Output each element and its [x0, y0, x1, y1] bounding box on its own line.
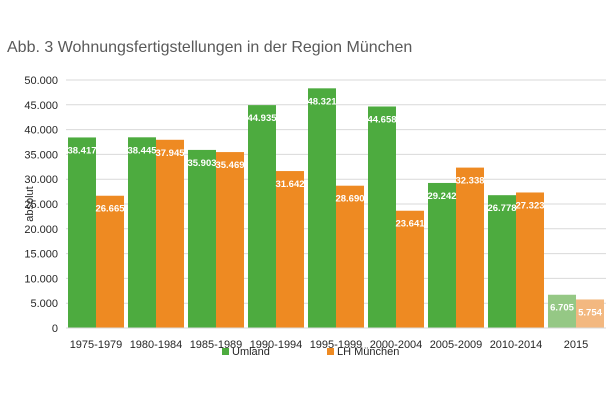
data-label: 29.242: [427, 191, 456, 202]
bar-umland: [368, 106, 396, 328]
data-label: 6.705: [550, 303, 574, 314]
data-label: 44.658: [367, 114, 396, 125]
y-tick-label: 0: [52, 323, 58, 335]
y-tick-label: 35.000: [24, 149, 58, 161]
data-label: 48.321: [307, 96, 337, 107]
data-label: 35.903: [187, 158, 216, 169]
y-tick-label: 25.000: [24, 199, 58, 211]
y-tick-label: 5.000: [30, 298, 58, 310]
bars: [68, 88, 604, 328]
x-tick-label: 2010-2014: [490, 339, 543, 351]
y-tick-label: 20.000: [24, 224, 58, 236]
data-label: 37.945: [155, 148, 185, 159]
data-label: 23.641: [395, 219, 425, 230]
data-label: 5.754: [578, 307, 602, 318]
bar-lh-muenchen: [456, 167, 484, 328]
bar-umland: [248, 105, 276, 328]
bar-lh-muenchen: [396, 210, 424, 328]
data-label: 28.690: [335, 194, 364, 205]
x-tick-label: 1975-1979: [70, 339, 123, 351]
chart-title: Abb. 3 Wohnungsfertigstellungen in der R…: [7, 39, 413, 56]
bar-umland: [128, 137, 156, 328]
y-axis-ticks: 0 5.000 10.000 15.000 20.000 25.000 30.000 35.0…: [24, 75, 58, 335]
bar-umland: [188, 149, 216, 328]
y-tick-label: 40.000: [24, 125, 58, 137]
x-tick-label: 2005-2009: [430, 339, 483, 351]
bar-lh-muenchen: [336, 185, 364, 328]
data-label: 44.935: [247, 113, 277, 124]
x-tick-label: 2000-2004: [370, 339, 423, 351]
y-tick-label: 50.000: [24, 75, 58, 87]
y-tick-label: 30.000: [24, 174, 58, 186]
data-label: 32.338: [455, 176, 484, 187]
data-label: 38.417: [67, 145, 96, 156]
legend: Umland LH München: [222, 346, 399, 358]
y-axis-label: absolut: [24, 186, 36, 221]
x-tick-label: 1990-1994: [250, 339, 303, 351]
x-tick-label: 1985-1989: [190, 339, 243, 351]
bar-lh-muenchen: [156, 139, 184, 328]
bar-umland: [488, 195, 516, 328]
data-label: 31.642: [275, 179, 304, 190]
x-tick-label: 2015: [564, 339, 588, 351]
data-label: 26.665: [95, 204, 125, 215]
y-tick-label: 15.000: [24, 249, 58, 261]
bar-lh-muenchen: [516, 192, 544, 328]
legend-swatch: [327, 348, 334, 355]
bar-umland: [428, 182, 456, 328]
data-label: 35.469: [215, 160, 244, 171]
x-tick-label: 1980-1984: [130, 339, 183, 351]
bar-lh-muenchen: [216, 152, 244, 328]
bar-lh-muenchen: [96, 195, 124, 328]
y-tick-label: 10.000: [24, 273, 58, 285]
bar-umland: [548, 294, 576, 328]
bar-lh-muenchen: [576, 299, 604, 328]
legend-label: LH München: [337, 346, 399, 358]
legend-swatch: [222, 348, 229, 355]
x-tick-label: 1995-1999: [310, 339, 363, 351]
data-label: 27.323: [515, 200, 544, 211]
data-label: 38.445: [127, 145, 157, 156]
bar-lh-muenchen: [276, 171, 304, 328]
data-label: 26.778: [487, 203, 516, 214]
legend-label: Umland: [232, 346, 270, 358]
y-tick-label: 45.000: [24, 100, 58, 112]
x-axis-ticks: 1975-1979 1980-1984 1985-1989 1990-1994 1995…: [70, 339, 589, 351]
bar-umland: [68, 137, 96, 328]
bar-umland: [308, 88, 336, 328]
